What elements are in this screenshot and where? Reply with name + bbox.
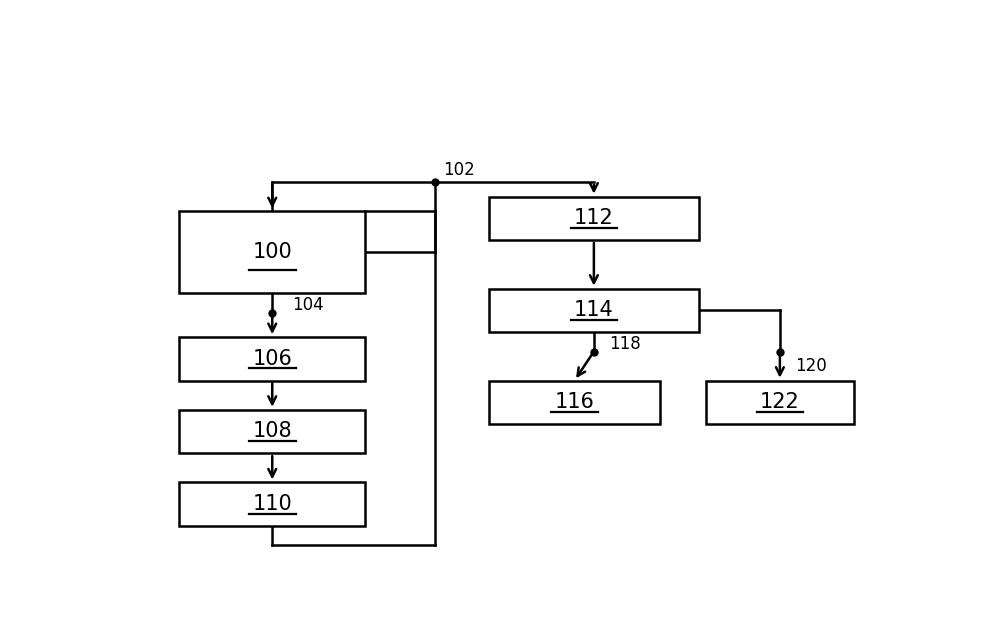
- Bar: [489, 381, 660, 424]
- Text: 112: 112: [574, 208, 614, 228]
- Text: 120: 120: [795, 357, 827, 375]
- Text: 118: 118: [609, 335, 641, 353]
- Text: 116: 116: [555, 392, 594, 413]
- Text: 108: 108: [252, 421, 292, 442]
- Text: 100: 100: [252, 242, 292, 262]
- Bar: [179, 337, 365, 381]
- Bar: [706, 381, 854, 424]
- Bar: [489, 289, 698, 332]
- Text: 110: 110: [252, 494, 292, 514]
- Bar: [179, 211, 365, 293]
- Text: 106: 106: [252, 349, 292, 369]
- Bar: [179, 482, 365, 526]
- Text: 114: 114: [574, 301, 614, 320]
- Text: 104: 104: [292, 296, 323, 314]
- Text: 122: 122: [760, 392, 800, 413]
- Bar: [489, 196, 698, 240]
- Bar: [179, 409, 365, 454]
- Text: 102: 102: [443, 161, 475, 179]
